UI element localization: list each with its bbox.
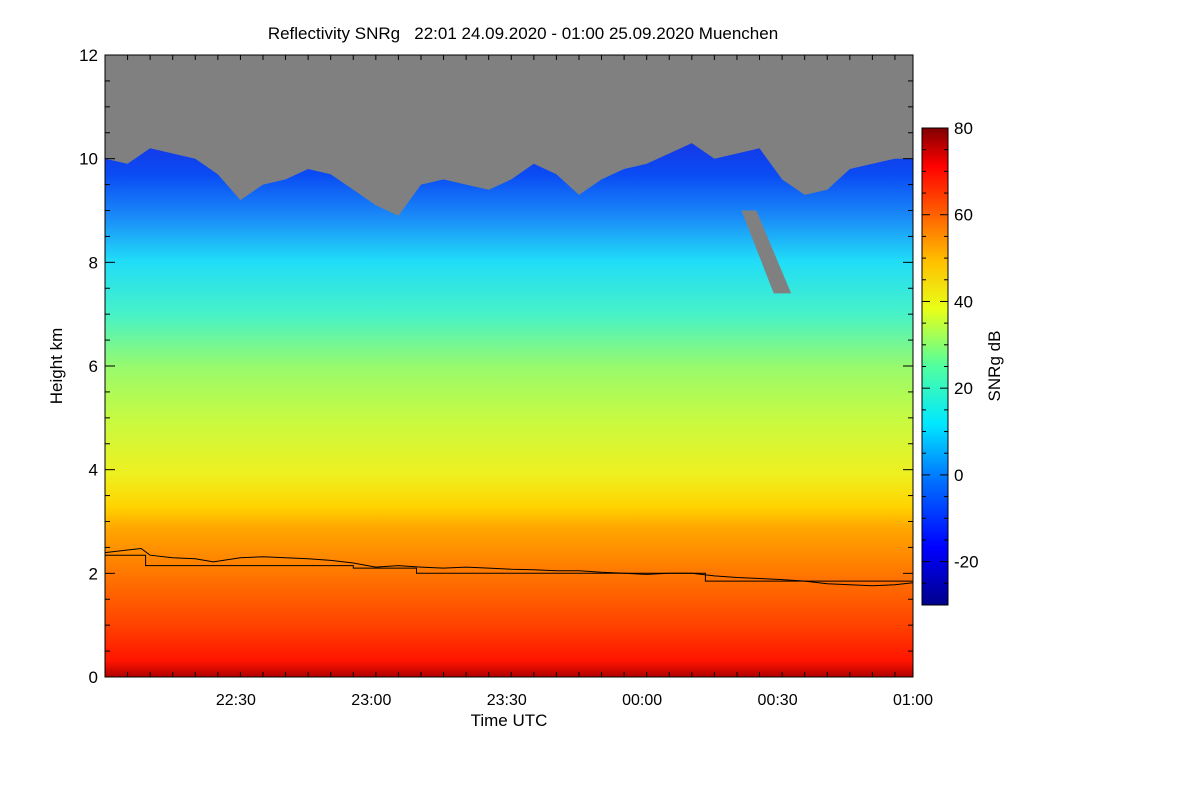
colorbar-tick-label: 40 [954,292,973,311]
colorbar-tick-label: 20 [954,379,973,398]
x-axis: 22:30 23:00 23:30 00:00 00:30 01:00 [104,55,933,709]
x-tick-label: 00:30 [758,692,798,709]
x-tick-label: 22:30 [216,692,256,709]
colorbar-ticks: 80 60 40 20 0 -20 [922,119,979,606]
colorbar-label: SNRg dB [985,331,1004,402]
no-data-gap [741,210,792,294]
y-tick-label: 4 [89,461,98,480]
y-tick-label: 12 [79,46,98,65]
x-tick-label: 00:00 [622,692,662,709]
colorbar-tick-label: -20 [954,553,979,572]
y-axis: 0 2 4 6 8 10 12 [79,46,913,687]
colorbar-tick-label: 60 [954,206,973,225]
x-tick-label: 23:00 [351,692,391,709]
chart-title: Reflectivity SNRg 22:01 24.09.2020 - 01:… [268,24,778,43]
x-tick-label: 23:30 [487,692,527,709]
boundary-lines [105,547,913,587]
echo-field [105,143,913,677]
no-data-gaps [741,210,792,294]
y-tick-label: 2 [89,564,98,583]
y-tick-label: 0 [89,668,98,687]
y-tick-label: 8 [89,253,98,272]
x-axis-label: Time UTC [471,711,548,730]
boundary-line-2 [105,554,913,582]
y-tick-label: 6 [89,357,98,376]
y-tick-label: 10 [79,150,98,169]
reflectivity-field [105,143,913,677]
colorbar-tick-label: 0 [954,466,963,485]
colorbar-tick-label: 80 [954,119,973,138]
y-axis-label: Height km [47,328,66,405]
plot-area [105,55,913,677]
x-tick-label: 01:00 [893,692,933,709]
boundary-line-1 [105,547,913,587]
colorbar: 80 60 40 20 0 -20 SNRg dB [921,119,1004,606]
